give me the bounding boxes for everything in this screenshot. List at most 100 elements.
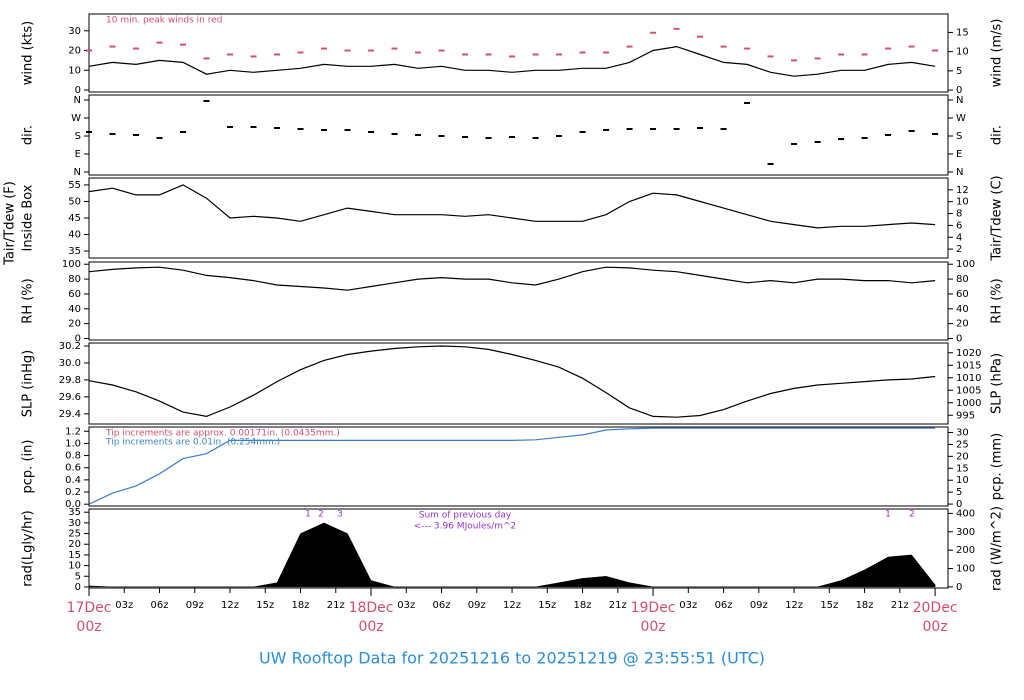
x-tick-label: 09z bbox=[186, 600, 204, 611]
y2-tick-label: 20 bbox=[956, 451, 969, 462]
y-tick-label: 40 bbox=[68, 230, 81, 241]
y2-tick-label: 80 bbox=[956, 274, 969, 285]
y-axis-label: SLP (inHg) bbox=[21, 350, 36, 418]
annotation: 2 bbox=[318, 510, 324, 520]
y-tick-label: 0.6 bbox=[65, 463, 81, 474]
x-tick-label: 18z bbox=[574, 600, 592, 611]
y2-tick-label: S bbox=[956, 131, 962, 142]
x-tick-label: 15z bbox=[820, 600, 838, 611]
y2-tick-label: E bbox=[956, 149, 962, 160]
y-tick-label: 5 bbox=[75, 571, 81, 582]
y-tick-label: 20 bbox=[68, 46, 81, 57]
x-tick-label: 12z bbox=[221, 600, 239, 611]
y2-tick-label: 15 bbox=[956, 27, 969, 38]
y2-tick-label: 10 bbox=[956, 475, 969, 486]
x-tick-label: 09z bbox=[750, 600, 768, 611]
y2-tick-label: 0 bbox=[956, 582, 962, 593]
y2-tick-label: 0 bbox=[956, 334, 962, 345]
x-tick-label: 09z bbox=[468, 600, 486, 611]
x-tick-label: 03z bbox=[679, 600, 697, 611]
annotation: 1 bbox=[305, 510, 311, 520]
x-tick-label: 21z bbox=[891, 600, 909, 611]
y2-tick-label: W bbox=[956, 113, 966, 124]
x-tick-label: 06z bbox=[151, 600, 169, 611]
y2-tick-label: N bbox=[956, 167, 963, 178]
y2-tick-label: 20 bbox=[956, 319, 969, 330]
y2-tick-label: N bbox=[956, 95, 963, 106]
y-tick-label: 45 bbox=[68, 213, 81, 224]
y2-tick-label: 6 bbox=[956, 220, 962, 231]
y-tick-label: 40 bbox=[68, 304, 81, 315]
y2-tick-label: 25 bbox=[956, 439, 969, 450]
y2-tick-label: 12 bbox=[956, 185, 969, 196]
data-line bbox=[88, 266, 936, 291]
y2-tick-label: 8 bbox=[956, 209, 962, 220]
y-tick-label: 10 bbox=[68, 561, 81, 572]
y-axis-label: RH (%) bbox=[21, 278, 36, 323]
y2-tick-label: 200 bbox=[956, 545, 975, 556]
y-tick-label: S bbox=[75, 131, 81, 142]
x-tick-label: 15z bbox=[256, 600, 274, 611]
x-date-label: 18Dec bbox=[349, 600, 394, 616]
y-tick-label: E bbox=[75, 149, 81, 160]
panel-frame bbox=[88, 177, 949, 259]
y2-tick-label: 995 bbox=[956, 410, 975, 421]
y-tick-label: 1.0 bbox=[65, 438, 81, 449]
x-date-label: 19Dec bbox=[631, 600, 676, 616]
y2-tick-label: 5 bbox=[956, 487, 962, 498]
y-tick-label: 20 bbox=[68, 319, 81, 330]
x-tick-label: 15z bbox=[538, 600, 556, 611]
x-date-hour: 00z bbox=[76, 619, 101, 635]
y2-tick-label: 300 bbox=[956, 527, 975, 538]
y2-tick-label: 4 bbox=[956, 232, 962, 243]
y-tick-label: 25 bbox=[68, 529, 81, 540]
y-tick-label: N bbox=[74, 167, 81, 178]
x-tick-label: 03z bbox=[115, 600, 133, 611]
y-tick-label: 30.2 bbox=[59, 341, 81, 352]
y2-tick-label: 30 bbox=[956, 427, 969, 438]
y-tick-label: 1.2 bbox=[65, 426, 81, 437]
y-tick-label: 29.4 bbox=[59, 409, 81, 420]
x-date-hour: 00z bbox=[640, 619, 665, 635]
y-tick-label: 35 bbox=[68, 246, 81, 257]
y-tick-label: 0.0 bbox=[65, 499, 81, 510]
y-tick-label: 55 bbox=[68, 180, 81, 191]
y-tick-label: 30 bbox=[68, 518, 81, 529]
y-axis-sublabel: Inside Box bbox=[21, 184, 36, 251]
y-tick-label: N bbox=[74, 95, 81, 106]
y2-tick-label: 2 bbox=[956, 244, 962, 255]
annotation: 1 bbox=[885, 510, 891, 520]
y2-tick-label: 100 bbox=[956, 259, 975, 270]
y-tick-label: 0.8 bbox=[65, 451, 81, 462]
panel-frame bbox=[88, 342, 949, 425]
data-line bbox=[88, 45, 936, 77]
annotation: 2 bbox=[909, 510, 915, 520]
y2-tick-label: 10 bbox=[956, 47, 969, 58]
y2-tick-label: 40 bbox=[956, 304, 969, 315]
y-tick-label: 10 bbox=[68, 65, 81, 76]
x-tick-label: 03z bbox=[397, 600, 415, 611]
annotation: 10 min. peak winds in red bbox=[106, 16, 223, 26]
annotation: Sum of previous day bbox=[419, 511, 512, 521]
y-tick-label: 30 bbox=[68, 26, 81, 37]
y2-axis-label: Tair/Tdew (C) bbox=[990, 175, 1005, 261]
x-tick-label: 06z bbox=[433, 600, 451, 611]
y-tick-label: 50 bbox=[68, 196, 81, 207]
y-tick-label: W bbox=[71, 113, 81, 124]
y-tick-label: 0 bbox=[75, 85, 81, 96]
y2-axis-label: SLP (hPa) bbox=[990, 353, 1005, 414]
y2-axis-label: dir. bbox=[990, 125, 1005, 145]
y-axis-label: pcp. (in) bbox=[21, 440, 36, 494]
y-axis-label: wind (kts) bbox=[21, 21, 36, 85]
y2-tick-label: 1000 bbox=[956, 398, 981, 409]
annotation: Tip increments are approx. 0.00171in. (0… bbox=[105, 429, 340, 439]
panel-frame bbox=[88, 13, 949, 93]
y-tick-label: 0.2 bbox=[65, 487, 81, 498]
x-tick-label: 18z bbox=[292, 600, 310, 611]
x-tick-label: 18z bbox=[856, 600, 874, 611]
y-axis-label: dir. bbox=[21, 125, 36, 145]
y2-tick-label: 400 bbox=[956, 508, 975, 519]
annotation: Tip increments are 0.01in. (0.254mm.) bbox=[105, 438, 280, 448]
y2-tick-label: 15 bbox=[956, 463, 969, 474]
